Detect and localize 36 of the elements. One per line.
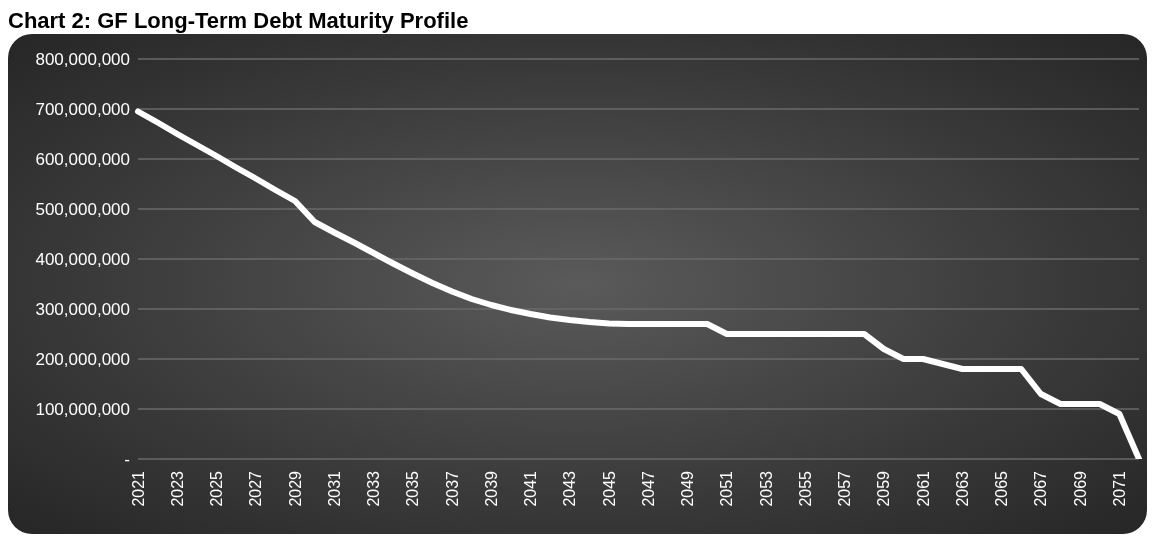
x-tick-label: 2039	[482, 470, 500, 507]
y-tick-label: 800,000,000	[35, 50, 130, 70]
y-tick-label: 700,000,000	[35, 100, 130, 120]
x-tick-label: 2047	[639, 470, 657, 507]
x-tick-label: 2043	[561, 470, 579, 507]
y-tick-label: -	[124, 450, 130, 470]
x-tick-label: 2021	[129, 470, 147, 507]
x-tick-label: 2059	[875, 470, 893, 507]
x-tick-label: 2051	[718, 470, 736, 507]
x-tick-label: 2027	[247, 470, 265, 507]
x-tick-label: 2023	[168, 470, 186, 507]
x-tick-label: 2045	[600, 470, 618, 507]
y-tick-label: 600,000,000	[35, 150, 130, 170]
x-tick-label: 2065	[993, 470, 1011, 507]
y-tick-label: 200,000,000	[35, 350, 130, 370]
x-tick-label: 2041	[522, 470, 540, 507]
x-tick-label: 2033	[365, 470, 383, 507]
x-tick-label: 2025	[208, 470, 226, 507]
x-tick-label: 2071	[1110, 470, 1128, 507]
chart-title: Chart 2: GF Long-Term Debt Maturity Profile	[8, 8, 470, 34]
x-tick-label: 2061	[914, 470, 932, 507]
x-tick-label: 2063	[953, 470, 971, 507]
x-tick-label: 2055	[796, 470, 814, 507]
y-tick-label: 300,000,000	[35, 300, 130, 320]
x-tick-label: 2049	[679, 470, 697, 507]
y-tick-label: 500,000,000	[35, 200, 130, 220]
y-tick-label: 400,000,000	[35, 250, 130, 270]
y-tick-label: 100,000,000	[35, 400, 130, 420]
x-tick-label: 2057	[836, 470, 854, 507]
x-tick-label: 2053	[757, 470, 775, 507]
x-tick-label: 2031	[325, 470, 343, 507]
x-tick-label: 2037	[443, 470, 461, 507]
x-tick-label: 2029	[286, 470, 304, 507]
x-tick-label: 2035	[404, 470, 422, 507]
x-tick-label: 2067	[1032, 470, 1050, 507]
x-tick-label: 2069	[1071, 470, 1089, 507]
